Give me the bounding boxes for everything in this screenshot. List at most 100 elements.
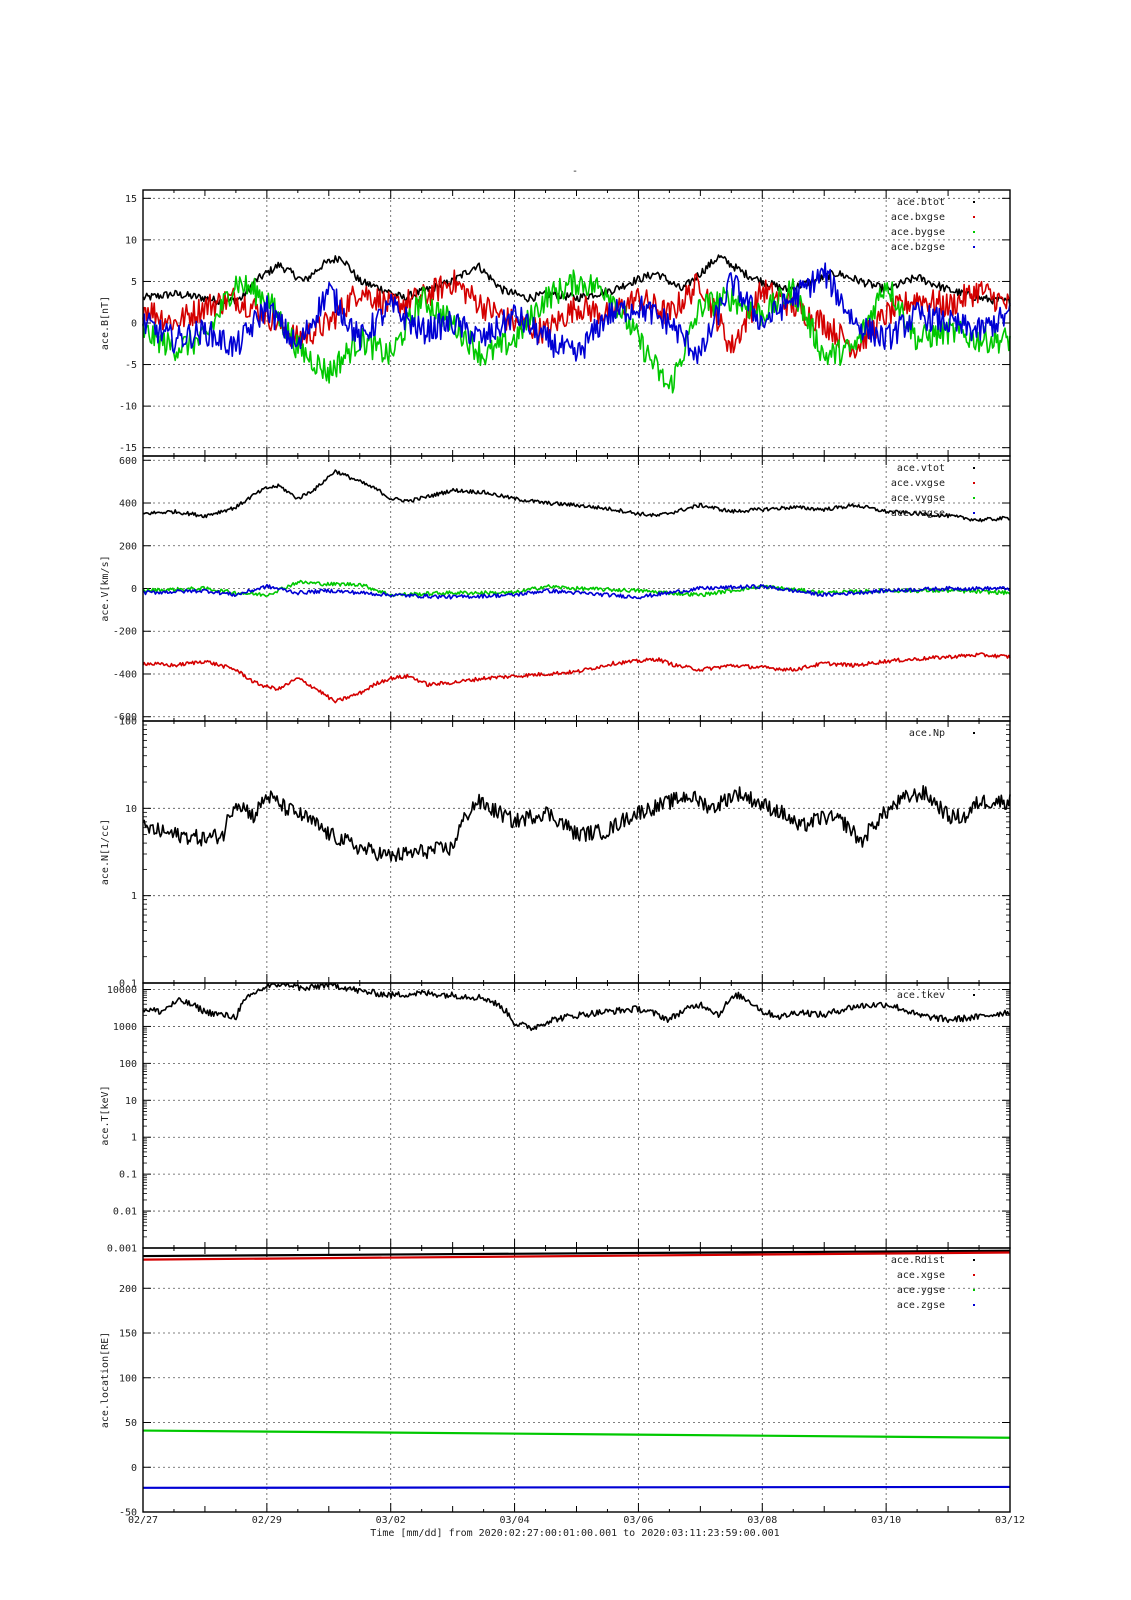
panel-4: 10000 1000 100 10 1 0.1 0.01 0.001 ace.tkev ace.T…	[100, 982, 1011, 1255]
y-tick-label: 100	[119, 717, 137, 728]
panel-1: 15 10 5 0 -5 -10 -15 ace.btot ace.bxgse ace.bygse…	[100, 189, 1011, 457]
y-tick-label: 10	[125, 235, 137, 246]
x-tick-label: 03/12	[995, 1515, 1025, 1526]
series-trace	[142, 583, 1011, 600]
series-ace-vygse	[142, 579, 1011, 598]
series-line	[142, 1429, 1011, 1439]
legend-label: ace.ygse	[897, 1285, 945, 1296]
y-tick-label: -400	[113, 669, 137, 680]
legend-label: ace.tkev	[897, 990, 945, 1001]
legend-label: ace.bygse	[891, 227, 945, 238]
legend-marker	[973, 482, 975, 484]
legend-marker	[973, 994, 975, 996]
series-ace-vzgse	[142, 583, 1011, 600]
y-tick-label: 15	[125, 194, 137, 205]
legend-label: ace.vtot	[897, 463, 945, 474]
y-tick-label: 400	[119, 499, 137, 510]
legend-marker	[973, 246, 975, 248]
panel-frame	[142, 982, 1011, 1249]
y-tick-label: -5	[125, 360, 137, 371]
y-tick-label: 10	[125, 1096, 137, 1107]
legend-marker	[973, 201, 975, 203]
y-tick-label: 100	[119, 1059, 137, 1070]
y-tick-label: 0.001	[107, 1244, 137, 1255]
y-axis-label: ace.location[RE]	[100, 1332, 111, 1428]
series-ace-bzgse	[142, 262, 1011, 365]
y-axis-label: ace.B[nT]	[100, 296, 111, 350]
legend-marker	[973, 1289, 975, 1291]
legend-label: ace.vygse	[891, 493, 945, 504]
y-axis-label: ace.N[1/cc]	[100, 819, 111, 885]
x-tick-label: 02/27	[128, 1515, 158, 1526]
y-tick-label: 200	[119, 1284, 137, 1295]
legend-marker	[973, 216, 975, 218]
chart-title: -	[572, 166, 578, 177]
legend-marker	[973, 467, 975, 469]
series-trace	[142, 262, 1011, 365]
y-tick-label: 0	[131, 584, 137, 595]
series-line	[142, 1249, 1011, 1258]
panels: 151050-5-10-15ace.btotace.bxgseace.bygse…	[100, 189, 1011, 1519]
x-tick-label: 03/04	[500, 1515, 530, 1526]
y-tick-label: -600	[113, 712, 137, 723]
x-tick-label: 03/10	[871, 1515, 901, 1526]
legend-marker	[973, 1274, 975, 1276]
y-tick-label: -50	[119, 1508, 137, 1519]
series-ace-vxgse	[142, 652, 1011, 704]
y-axis-label: ace.V[km/s]	[100, 555, 111, 621]
y-tick-label: 10	[125, 804, 137, 815]
y-tick-label: 0	[131, 319, 137, 330]
legend-marker	[973, 1304, 975, 1306]
y-tick-label: 0	[131, 1463, 137, 1474]
series-ace-zgse	[142, 1485, 1011, 1489]
series-trace	[142, 254, 1011, 307]
legend-label: ace.btot	[897, 197, 945, 208]
y-axis-label: ace.T[keV]	[100, 1085, 111, 1145]
y-tick-label: 200	[119, 541, 137, 552]
y-tick-label: 0.1	[119, 979, 137, 990]
y-tick-label: 1	[131, 1133, 137, 1144]
series-line	[142, 1251, 1011, 1261]
panel-2: 600 400 200 0 -200 -400 -600 ace.vtot ace.vxgse a…	[100, 455, 1011, 723]
panel-3: 100 10 1 0.1 ace.Np ace.N[1/cc]	[100, 717, 1011, 990]
series-ace-vtot	[142, 469, 1011, 523]
legend-marker	[973, 732, 975, 734]
series-trace	[142, 469, 1011, 523]
legend-label: ace.Np	[909, 728, 945, 739]
series-trace	[142, 983, 1011, 1032]
series-trace	[142, 785, 1011, 862]
panel-frame	[142, 720, 1011, 984]
x-axis-time-label: Time [mm/dd] from 2020:02:27:00:01:00.00…	[370, 1528, 779, 1539]
y-tick-label: 1	[131, 891, 137, 902]
y-tick-label: -15	[119, 443, 137, 454]
panel-frame	[142, 1247, 1011, 1513]
legend-label: ace.Rdist	[891, 1255, 945, 1266]
legend-label: ace.vzgse	[891, 508, 945, 519]
y-tick-label: 0.1	[119, 1170, 137, 1181]
y-tick-label: 5	[131, 277, 137, 288]
y-tick-label: 50	[125, 1418, 137, 1429]
x-tick-label: 02/29	[252, 1515, 282, 1526]
legend-label: ace.bxgse	[891, 212, 945, 223]
y-tick-label: -10	[119, 402, 137, 413]
series-ace-tkev	[142, 983, 1011, 1032]
y-tick-label: -200	[113, 627, 137, 638]
panel-5: 200 150 100 50 0 -50 ace.Rdist ace.xgse ace.ygse…	[100, 1247, 1011, 1519]
x-axis: 02/27 02/29 03/02 03/04 03/06 03/08 03/10 03/12	[128, 1515, 1025, 1526]
series-trace	[142, 652, 1011, 704]
series-ace-Np	[142, 785, 1011, 862]
legend-marker	[973, 512, 975, 514]
x-tick-label: 03/06	[623, 1515, 653, 1526]
series-line	[142, 1485, 1011, 1489]
x-tick-label: 03/02	[376, 1515, 406, 1526]
y-tick-label: 0.01	[113, 1207, 137, 1218]
y-tick-label: 100	[119, 1373, 137, 1384]
y-tick-label: 10000	[107, 985, 137, 996]
series-ace-btot	[142, 254, 1011, 307]
legend-label: ace.bzgse	[891, 242, 945, 253]
series-ace-xgse	[142, 1251, 1011, 1261]
series-trace	[142, 579, 1011, 598]
series-ace-Rdist	[142, 1249, 1011, 1258]
legend-marker	[973, 497, 975, 499]
